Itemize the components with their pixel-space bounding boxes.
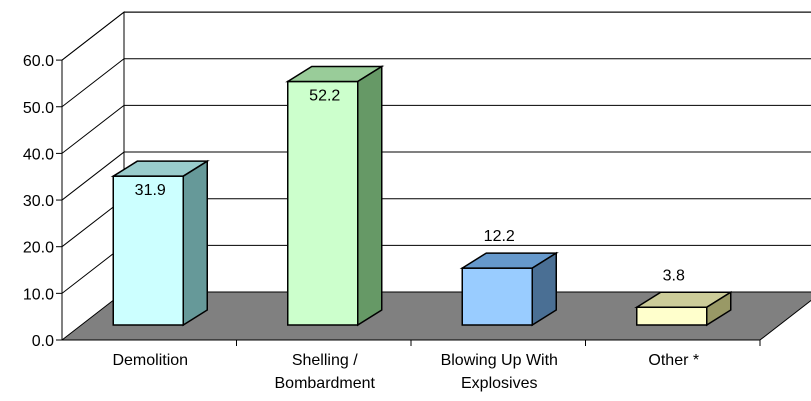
y-tick-label: 10.0 [23,286,54,303]
category-label: Demolition [112,352,188,369]
bar [285,65,385,327]
gridline [61,11,811,61]
category-label: Blowing Up With [441,352,558,369]
floor-plane [60,291,811,341]
y-tick-label: 50.0 [23,100,54,117]
category-label: Other * [648,352,699,369]
data-label: 52.2 [309,87,340,104]
data-label: 3.8 [663,267,685,284]
y-tick-label: 30.0 [23,193,54,210]
bar [110,159,210,327]
bar-side [182,159,208,327]
y-tick-label: 60.0 [23,53,54,70]
data-label: 31.9 [135,182,166,199]
chart-floor [60,291,811,341]
y-tick-labels: 0.0 10.0 20.0 30.0 40.0 50.0 60.0 [23,53,54,350]
category-label: Bombardment [275,375,376,392]
y-tick-label: 20.0 [23,240,54,257]
bars [110,65,734,327]
bar-side [706,290,732,327]
data-labels: 31.9 52.2 12.2 3.8 [135,87,685,284]
gridline [61,104,811,154]
category-labels: Demolition Shelling / Bombardment Blowing U… [112,352,699,392]
bar [634,290,734,327]
y-tick-label: 40.0 [23,146,54,163]
y-tick-label: 0.0 [32,333,54,350]
gridline [61,151,811,201]
bar-front [461,267,533,326]
y-axis [56,59,761,346]
data-label: 12.2 [484,228,515,245]
bar-side [357,65,383,327]
bar-front [636,306,708,326]
bar-side [531,251,557,327]
gridline [61,58,811,108]
bar [459,251,559,327]
bar-front [287,80,359,326]
category-label: Explosives [461,375,537,392]
category-label: Shelling / [292,352,358,369]
